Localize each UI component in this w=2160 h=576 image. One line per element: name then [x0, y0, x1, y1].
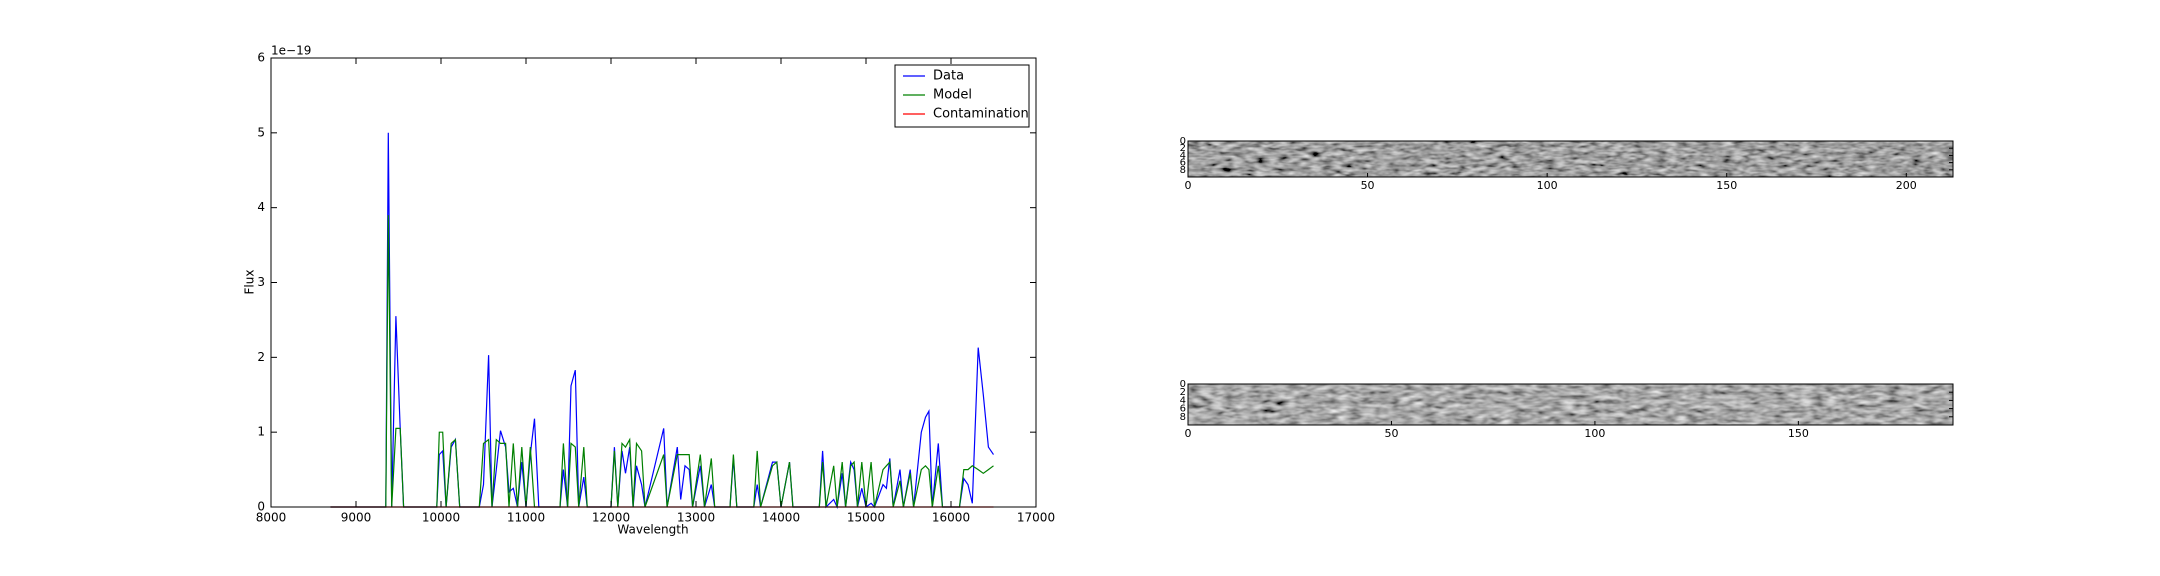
y-tick-label: 3 [257, 275, 265, 289]
y-tick-label: 0 [257, 500, 265, 514]
x-tick-label: 15000 [847, 511, 885, 525]
x-tick-label: 50 [1361, 179, 1375, 192]
y-tick-label: 2 [257, 350, 265, 364]
x-tick-label: 0 [1185, 427, 1192, 440]
y-tick-label: 4 [1180, 395, 1186, 406]
x-tick-label: 17000 [1017, 511, 1055, 525]
y-offset-label: 1e−19 [271, 44, 311, 58]
image-pixels [1188, 384, 1953, 425]
y-tick-label: 6 [1180, 158, 1186, 169]
y-tick-label: 6 [1180, 404, 1186, 415]
legend-label: Model [933, 88, 972, 103]
x-tick-label: 10000 [422, 511, 460, 525]
y-tick-label: 0 [1180, 136, 1186, 147]
x-tick-label: 12000 [592, 511, 630, 525]
y-tick-label: 2 [1180, 387, 1186, 398]
x-tick-label: 50 [1384, 427, 1398, 440]
x-tick-label: 100 [1584, 427, 1605, 440]
y-tick-label: 8 [1180, 412, 1186, 423]
axes-frame [1187, 383, 1954, 426]
x-tick-label: 8000 [256, 511, 287, 525]
x-tick-label: 150 [1716, 179, 1737, 192]
y-tick-label: 8 [1180, 165, 1186, 176]
y-tick-label: 6 [257, 51, 265, 65]
legend-box [894, 64, 1030, 128]
legend-label: Data [933, 69, 964, 84]
x-tick-label: 16000 [932, 511, 970, 525]
axes-frame [1187, 140, 1954, 178]
x-tick-label: 14000 [762, 511, 800, 525]
x-tick-label: 13000 [677, 511, 715, 525]
x-tick-label: 100 [1537, 179, 1558, 192]
x-tick-label: 11000 [507, 511, 545, 525]
y-axis-label: Flux [243, 270, 257, 295]
image-pixels [1188, 141, 1953, 177]
x-tick-label: 150 [1788, 427, 1809, 440]
y-tick-label: 4 [1180, 150, 1186, 161]
y-tick-label: 2 [1180, 143, 1186, 154]
x-tick-label: 0 [1185, 179, 1192, 192]
y-tick-label: 4 [257, 200, 265, 214]
x-axis-label: Wavelength [617, 523, 688, 537]
y-tick-label: 0 [1180, 379, 1186, 390]
y-tick-label: 1 [257, 425, 265, 439]
x-tick-label: 9000 [341, 511, 372, 525]
x-tick-label: 200 [1896, 179, 1917, 192]
legend-label: Contamination [933, 107, 1029, 122]
data-line [330, 132, 994, 510]
y-tick-label: 5 [257, 125, 265, 139]
data-line [330, 215, 994, 508]
